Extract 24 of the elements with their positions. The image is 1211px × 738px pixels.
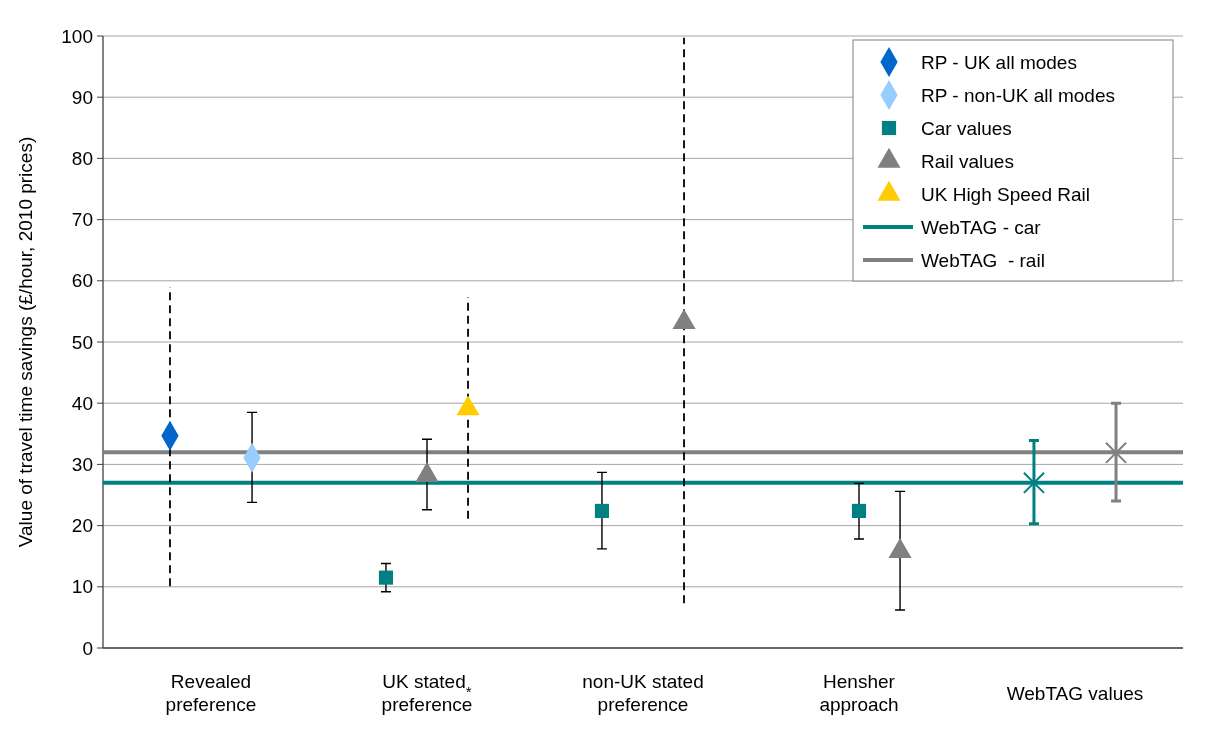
y-tick-label: 90	[71, 86, 93, 108]
y-tick-label: 60	[71, 270, 93, 292]
legend-label: WebTAG - rail	[921, 249, 1045, 271]
y-tick-label: 0	[82, 637, 93, 659]
x-tick-label: Revealed preference	[165, 671, 257, 715]
y-tick-label: 80	[71, 148, 93, 170]
y-tick-label: 100	[61, 25, 93, 47]
legend-label: RP - non-UK all modes	[921, 84, 1115, 106]
y-tick-label: 20	[71, 515, 93, 537]
y-tick-label: 70	[71, 209, 93, 231]
legend-label: RP - UK all modes	[921, 51, 1077, 73]
y-tick-label: 30	[71, 454, 93, 476]
x-tick-label: UK stated$_{*}$ preference	[381, 671, 473, 715]
y-tick-label: 40	[71, 392, 93, 414]
x-tick-label: non-UK stated preference	[582, 671, 704, 715]
y-axis-title: Value of travel time savings (£/hour, 2010 prices)	[15, 136, 36, 548]
y-tick-label: 50	[71, 331, 93, 353]
legend-label: Car values	[921, 117, 1012, 139]
legend-label: Rail values	[921, 150, 1014, 172]
y-tick-label: 10	[71, 576, 93, 598]
legend-label: WebTAG - car	[921, 216, 1042, 238]
legend-label: UK High Speed Rail	[921, 183, 1090, 205]
x-tick-label: Hensher approach	[819, 671, 899, 715]
x-tick-label: WebTAG values	[1006, 682, 1144, 704]
